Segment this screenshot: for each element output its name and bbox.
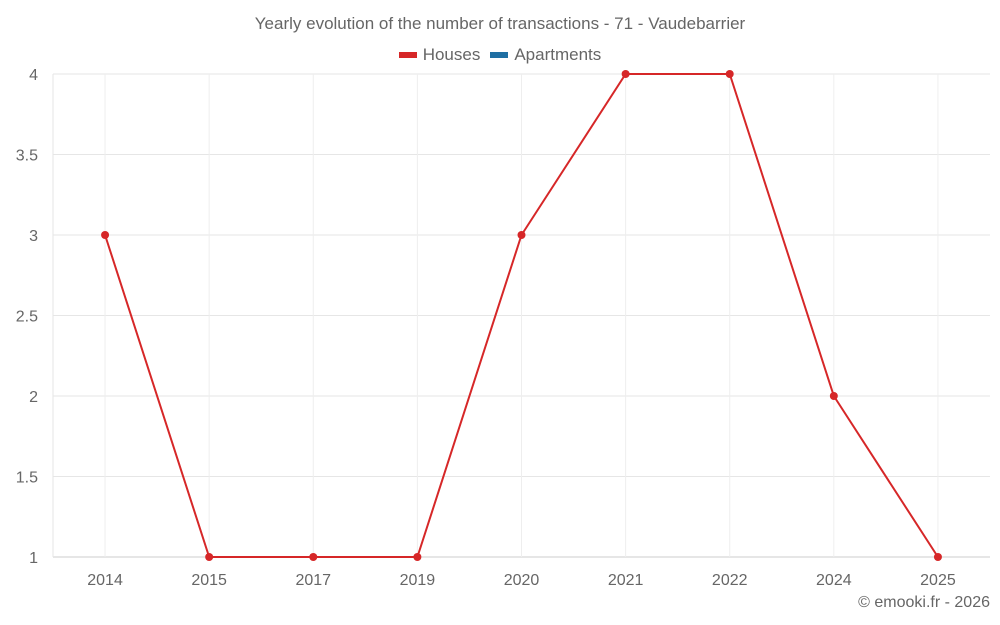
data-point[interactable]	[621, 70, 630, 78]
y-tick-label: 4	[29, 67, 38, 84]
data-point[interactable]	[413, 553, 422, 561]
apartments-swatch-icon	[490, 52, 509, 58]
data-point[interactable]	[101, 231, 110, 239]
legend-label-houses: Houses	[422, 45, 481, 64]
x-tick-label: 2021	[608, 572, 644, 589]
legend-item-houses[interactable]: Houses	[398, 45, 481, 65]
x-axis: 2014 2015 2017 2019 2020 2021 2022 2024 2025	[87, 572, 956, 589]
houses-swatch-icon	[398, 52, 417, 58]
data-point[interactable]	[725, 70, 734, 78]
legend: Houses Apartments	[0, 45, 1000, 65]
grid-lines	[52, 73, 990, 558]
y-tick-label: 2.5	[16, 309, 38, 326]
y-tick-label: 1	[29, 550, 38, 567]
legend-item-apartments[interactable]: Apartments	[490, 45, 601, 65]
credit-text: © emooki.fr - 2026	[858, 594, 990, 611]
legend-label-apartments: Apartments	[514, 45, 602, 64]
y-tick-label: 3	[29, 228, 38, 245]
x-tick-label: 2014	[87, 572, 123, 589]
y-tick-label: 2	[29, 389, 38, 406]
x-tick-label: 2017	[295, 572, 331, 589]
houses-series	[101, 70, 942, 561]
y-tick-label: 1.5	[16, 470, 38, 487]
x-tick-label: 2025	[920, 572, 956, 589]
x-tick-label: 2022	[712, 572, 748, 589]
data-point[interactable]	[205, 553, 214, 561]
x-tick-label: 2019	[400, 572, 436, 589]
data-point[interactable]	[517, 231, 526, 239]
data-point[interactable]	[933, 553, 942, 561]
data-point[interactable]	[309, 553, 318, 561]
chart-title: Yearly evolution of the number of transa…	[254, 14, 746, 33]
y-axis: 4 3.5 3 2.5 2 1.5 1	[16, 67, 38, 567]
y-tick-label: 3.5	[16, 148, 38, 165]
x-tick-label: 2015	[191, 572, 227, 589]
x-tick-label: 2024	[816, 572, 852, 589]
x-tick-label: 2020	[504, 572, 540, 589]
data-point[interactable]	[829, 392, 838, 400]
